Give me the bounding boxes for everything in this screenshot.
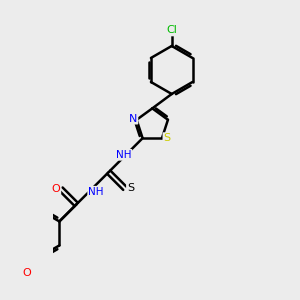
Text: O: O	[23, 268, 32, 278]
Text: Cl: Cl	[166, 26, 177, 35]
Text: S: S	[127, 183, 134, 193]
Text: NH: NH	[116, 150, 131, 160]
Text: N: N	[129, 114, 137, 124]
Text: NH: NH	[88, 187, 104, 197]
Text: S: S	[164, 133, 171, 143]
Text: O: O	[52, 184, 60, 194]
